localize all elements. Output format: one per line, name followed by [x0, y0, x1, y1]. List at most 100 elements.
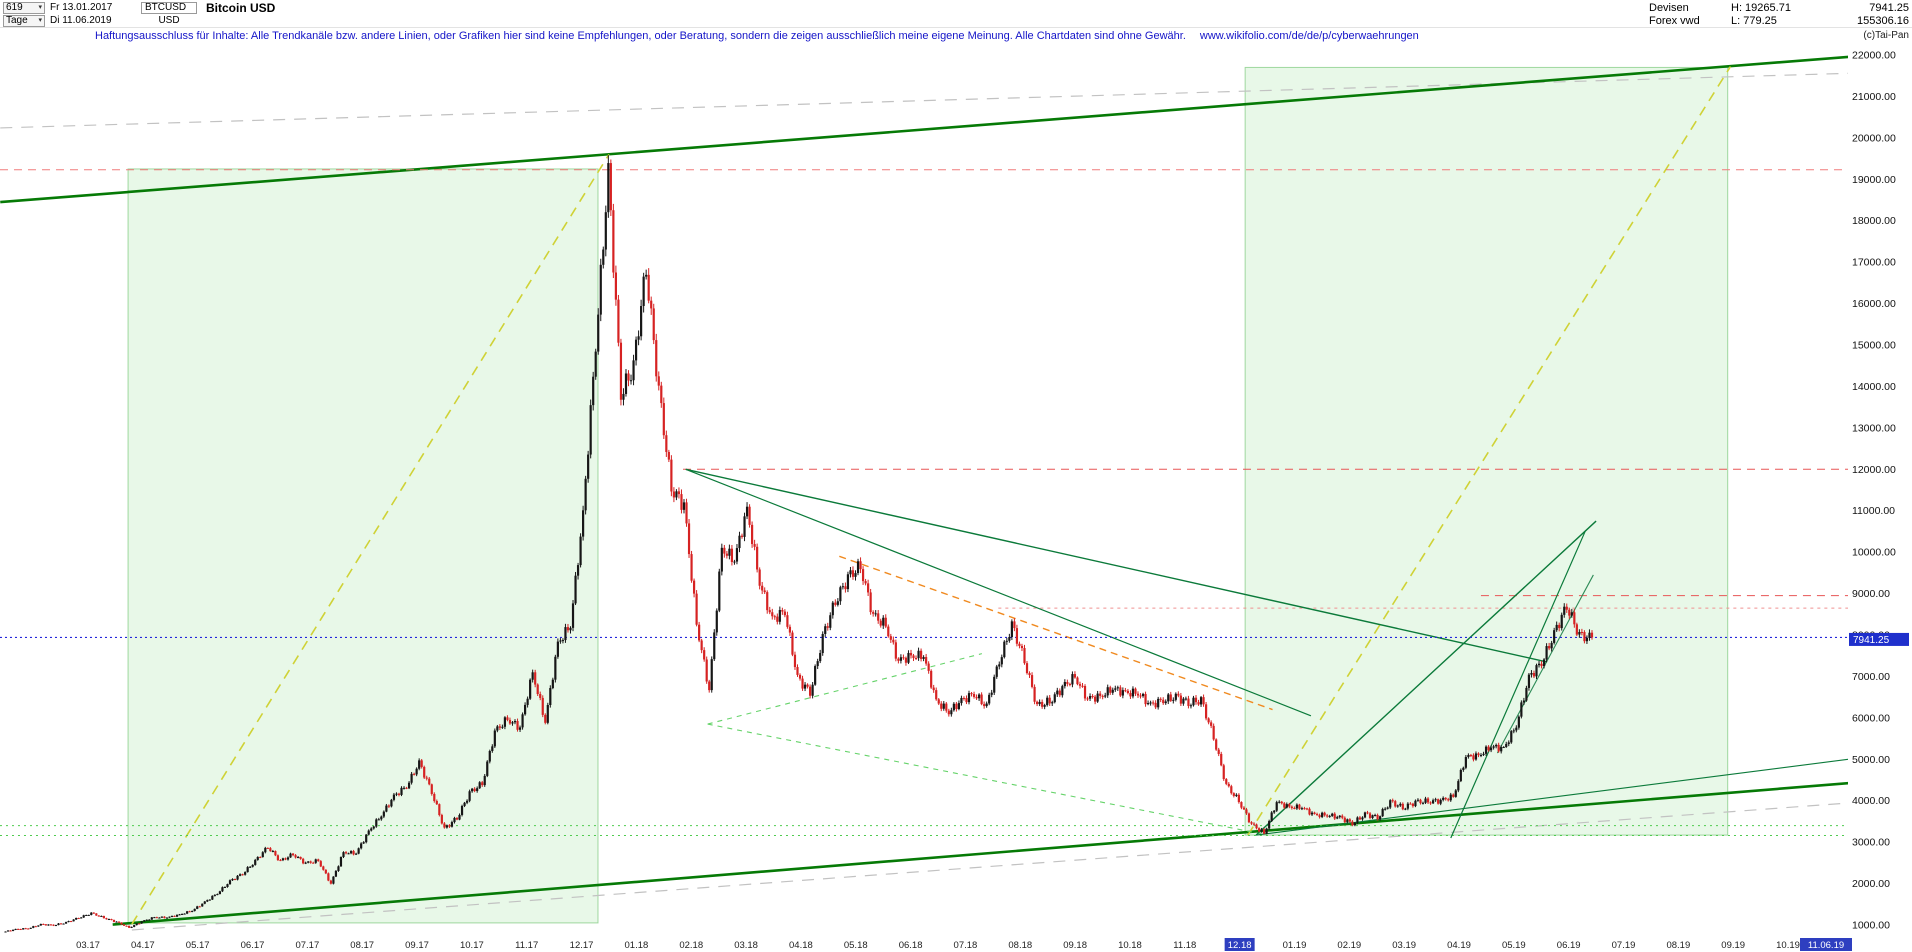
candle-body — [125, 925, 128, 927]
x-axis-label: 02.19 — [1337, 940, 1361, 951]
candle-body — [645, 274, 648, 277]
candle-body — [1439, 799, 1442, 804]
candle-body — [1517, 716, 1520, 728]
candle-body — [705, 659, 708, 682]
candle-body — [599, 264, 602, 315]
candle-body — [988, 694, 991, 704]
candle-body — [445, 825, 449, 828]
candle-body — [574, 575, 577, 604]
candle-body — [864, 581, 867, 584]
candle-body — [410, 773, 413, 783]
candle-body — [587, 454, 590, 479]
candle-body — [549, 688, 552, 706]
candle-body — [62, 923, 65, 925]
candle-body — [440, 814, 443, 824]
candle-body — [912, 655, 915, 658]
candle-body — [1149, 702, 1152, 704]
candle-body — [296, 856, 300, 858]
bars-count-select[interactable]: 619 ▾ — [3, 1, 45, 14]
candle-body — [430, 784, 433, 794]
candle-body — [365, 834, 368, 843]
candle-body — [783, 611, 786, 616]
candle-body — [302, 858, 305, 864]
candle-body — [902, 657, 905, 659]
candle-body — [1008, 637, 1011, 641]
candle-body — [511, 722, 514, 724]
candle-body — [700, 640, 703, 651]
candle-body — [861, 569, 865, 582]
y-axis-label: 3000.00 — [1852, 837, 1890, 849]
x-axis-label: 07.18 — [954, 940, 978, 951]
candle-body — [465, 800, 469, 803]
x-axis-label: 05.19 — [1502, 940, 1526, 951]
candle-body — [521, 714, 524, 728]
candle-body — [1240, 802, 1243, 808]
candle-body — [1464, 757, 1467, 768]
candle-body — [1270, 812, 1273, 822]
downtrend-2018-b — [685, 468, 1312, 717]
candle-body — [1467, 755, 1470, 758]
candle-body — [1361, 817, 1364, 820]
candle-body — [607, 163, 610, 213]
candle-body — [1152, 702, 1155, 704]
candle-body — [175, 914, 179, 917]
candle-body — [400, 787, 403, 795]
candle-body — [1023, 648, 1026, 664]
y-axis-label: 15000.00 — [1852, 340, 1896, 352]
candle-body — [203, 901, 206, 904]
disclaimer-link[interactable]: www.wikifolio.com/de/de/p/cyberwaehrunge… — [1199, 30, 1419, 42]
candle-body — [1454, 790, 1457, 797]
candle-body — [92, 912, 95, 914]
candle-body — [274, 851, 277, 856]
candle-body — [523, 704, 527, 715]
candle-body — [1308, 808, 1311, 815]
candle-body — [385, 805, 388, 812]
symbol-box[interactable]: BTCUSD — [141, 1, 197, 14]
period-select[interactable]: Tage ▾ — [3, 14, 45, 27]
candle-body — [191, 910, 194, 912]
bull-zone-2019 — [1244, 66, 1729, 836]
candle-body — [690, 554, 693, 581]
candle-body — [407, 782, 411, 789]
candle-body — [1459, 769, 1462, 782]
candle-body — [1381, 809, 1384, 817]
candle-body — [1285, 804, 1288, 808]
candle-body — [122, 924, 126, 926]
candle-body — [246, 867, 249, 873]
uptrend-2019-steep — [1450, 531, 1586, 839]
candle-body — [801, 678, 804, 689]
x-axis-label: 04.17 — [131, 940, 155, 951]
candle-body — [387, 805, 390, 807]
candle-body — [324, 869, 327, 874]
candle-body — [501, 726, 504, 728]
candle-body — [1310, 812, 1314, 815]
candle-body — [322, 866, 325, 870]
candle-body — [634, 339, 638, 361]
candle-body — [1462, 767, 1465, 770]
candle-body — [1479, 754, 1483, 756]
candle-body — [32, 926, 35, 928]
x-axis-label: 09.18 — [1063, 940, 1087, 951]
candle-body — [1568, 609, 1571, 616]
candle-body — [413, 773, 416, 775]
candle-body — [776, 616, 779, 622]
candle-body — [249, 866, 252, 868]
candle-body — [1134, 688, 1137, 694]
candle-body — [927, 663, 930, 671]
y-axis-label: 2000.00 — [1852, 878, 1890, 890]
candle-body — [1154, 702, 1157, 708]
candle-body — [476, 788, 479, 792]
candle-body — [710, 659, 713, 691]
candle-body — [420, 760, 423, 767]
candle-body — [566, 627, 570, 631]
candle-body — [975, 696, 978, 699]
candle-body — [839, 587, 842, 602]
candle-body — [57, 923, 60, 926]
candle-body — [206, 900, 209, 902]
candle-body — [1121, 690, 1124, 696]
y-axis-label: 4000.00 — [1852, 795, 1890, 807]
candle-body — [228, 880, 232, 885]
candle-body — [889, 636, 892, 640]
candle-body — [619, 342, 623, 400]
